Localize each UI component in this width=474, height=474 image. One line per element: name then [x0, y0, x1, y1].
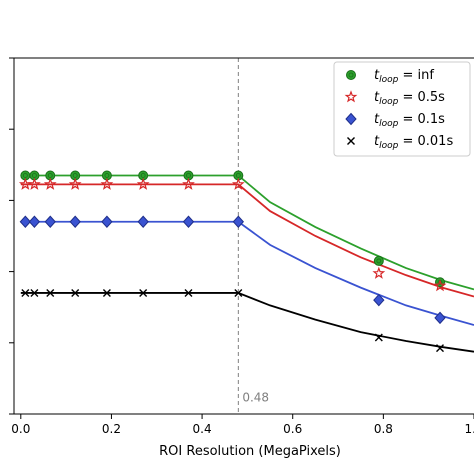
marker-x [374, 333, 383, 342]
marker-x-stroke [184, 288, 193, 297]
x-axis-label: ROI Resolution (MegaPixels) [159, 444, 341, 459]
marker-circle-inner [348, 72, 354, 78]
marker-circle-inner [22, 173, 28, 178]
marker-x-stroke [46, 288, 55, 297]
marker-circle [346, 70, 356, 80]
marker-x-stroke [30, 288, 39, 297]
series-markers [18, 170, 447, 353]
marker-star [433, 279, 447, 292]
marker-diamond [232, 215, 245, 229]
marker-x-stroke [436, 344, 445, 353]
x-tick-label: 0.8 [374, 422, 393, 436]
legend-label: tloop = 0.5s [374, 90, 445, 107]
marker-x [30, 288, 39, 297]
marker-circle [373, 255, 384, 266]
marker-diamond [28, 215, 41, 229]
marker-diamond [182, 215, 195, 229]
marker-x [102, 288, 111, 297]
legend: tloop = inf tloop = 0.5s tloop = 0.1s tloop… [333, 61, 471, 157]
marker-circle-inner [235, 173, 241, 178]
marker-x [139, 288, 148, 297]
x-tick-label: 0.0 [11, 422, 30, 436]
marker-circle-inner [104, 173, 110, 178]
marker-diamond [373, 293, 385, 307]
legend-label: tloop = 0.01s [374, 134, 453, 151]
series-line-2 [20, 220, 474, 326]
marker-diamond [69, 215, 81, 229]
marker-x [436, 344, 445, 353]
marker-x-stroke [21, 288, 30, 297]
marker-diamond [19, 215, 32, 229]
marker-x-stroke [71, 288, 80, 297]
marker-x [71, 288, 80, 297]
marker-x [21, 288, 30, 297]
marker-diamond [434, 311, 446, 325]
marker-diamond [101, 215, 113, 229]
marker-x [347, 137, 355, 145]
marker-x-stroke [374, 333, 383, 342]
marker-star [100, 177, 114, 190]
marker-star [68, 177, 82, 190]
x-tick-label: 0.4 [193, 422, 212, 436]
marker-star [28, 177, 41, 190]
legend-label: tloop = 0.1s [374, 112, 445, 129]
legend-entry: tloop = 0.5s [344, 90, 445, 107]
axes: 0.0 0.2 0.4 0.6 0.8 1.0 [9, 57, 474, 436]
legend-label: tloop = inf [374, 68, 434, 85]
series-curves [20, 174, 474, 353]
legend-entry: tloop = inf [346, 68, 434, 85]
marker-x-stroke [234, 288, 243, 297]
marker-x-stroke [102, 288, 111, 297]
x-tick-label: 0.6 [283, 422, 302, 436]
marker-circle-inner [186, 173, 191, 178]
marker-circle-inner [72, 173, 78, 178]
legend-entry: tloop = 0.1s [345, 112, 445, 129]
marker-diamond [345, 112, 357, 126]
marker-star [136, 177, 150, 190]
series-line-3 [20, 292, 474, 353]
series-line-0 [20, 174, 474, 291]
marker-x-stroke [139, 288, 148, 297]
marker-star [372, 266, 386, 279]
marker-circle-inner [376, 258, 382, 264]
marker-x [234, 288, 243, 297]
marker-star [43, 177, 57, 190]
marker-diamond [137, 215, 149, 229]
series-line-1 [20, 183, 474, 298]
legend-entry: tloop = 0.01s [347, 134, 453, 151]
marker-circle-inner [140, 173, 146, 178]
marker-diamond [44, 215, 56, 229]
marker-circle-inner [47, 173, 53, 178]
marker-star [344, 90, 358, 103]
marker-star [182, 177, 195, 190]
legend-box [333, 61, 471, 157]
marker-x [184, 288, 193, 297]
marker-x [46, 288, 55, 297]
marker-star [231, 177, 245, 190]
x-tick-label: 0.2 [102, 422, 121, 436]
x-tick-label: 1.0 [464, 422, 474, 436]
marker-x-stroke [347, 137, 355, 145]
vline-annotation: 0.48 [242, 391, 269, 405]
marker-circle-inner [31, 173, 37, 178]
